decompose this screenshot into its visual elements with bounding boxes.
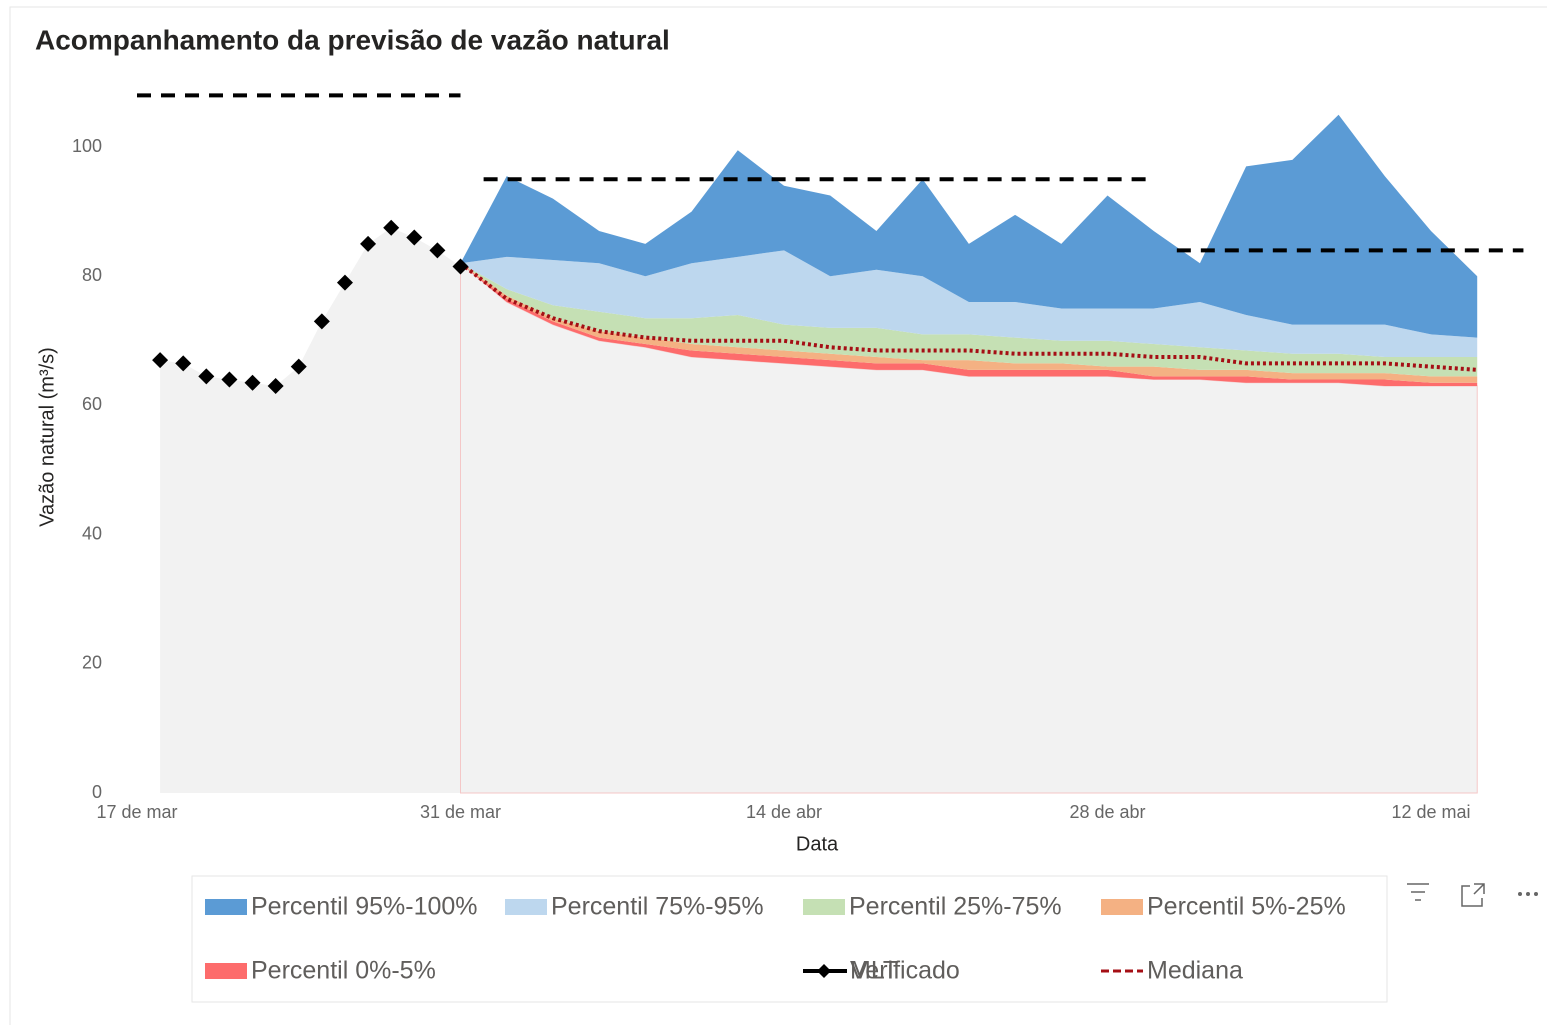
verificado-point	[244, 374, 261, 391]
legend-label: Percentil 0%-5%	[251, 957, 436, 985]
verificado-point	[175, 355, 192, 372]
legend-label: Percentil 5%-25%	[1147, 893, 1346, 921]
legend-item: Percentil 5%-25%	[1101, 893, 1346, 921]
card-border	[9, 6, 1547, 1025]
legend-item: Percentil 25%-75%	[803, 893, 1062, 921]
y-tick-label: 80	[82, 265, 102, 285]
legend-swatch	[817, 964, 831, 978]
legend-item: Percentil 95%-100%	[205, 893, 478, 921]
verificado-point	[336, 274, 353, 291]
filter-icon[interactable]	[1407, 883, 1429, 901]
verificado-point	[360, 235, 377, 252]
legend-swatch	[205, 963, 247, 979]
x-tick-label: 14 de abr	[746, 802, 822, 822]
y-tick-label: 100	[72, 136, 102, 156]
legend-swatch	[1101, 899, 1143, 915]
y-tick-label: 40	[82, 523, 102, 543]
stacked-area	[460, 263, 1478, 387]
verificado-point	[221, 371, 238, 388]
y-tick-label: 60	[82, 394, 102, 414]
legend-item: Percentil 75%-95%	[505, 893, 764, 921]
verificado-point	[452, 258, 469, 275]
verificado-point	[429, 242, 446, 259]
verificado-point	[406, 229, 423, 246]
plot-area	[137, 93, 1524, 794]
legend-label: Percentil 75%-95%	[551, 893, 764, 921]
chart-title: Acompanhamento da previsão de vazão natu…	[35, 24, 670, 55]
verificado-point	[290, 358, 307, 375]
stacked-area	[460, 250, 1478, 357]
legend-swatch	[505, 899, 547, 915]
x-tick-label: 12 de mai	[1391, 802, 1470, 822]
legend-swatch	[205, 899, 247, 915]
verificado-point	[313, 313, 330, 330]
x-tick-label: 31 de mar	[420, 802, 501, 822]
mlt-line	[137, 93, 1524, 253]
verificado-point	[383, 219, 400, 236]
legend-box	[191, 875, 1388, 1003]
verificado-area	[160, 227, 461, 793]
verificado-point	[267, 378, 284, 395]
legend: Percentil 95%-100% Percentil 75%-95% Perce…	[205, 893, 1346, 985]
legend-swatch	[803, 899, 845, 915]
legend-item: MLT	[803, 957, 898, 985]
mediana-line	[459, 261, 1478, 372]
focus-icon[interactable]	[1461, 883, 1485, 907]
legend-item: Verificado	[803, 957, 960, 985]
more-icon[interactable]	[1518, 892, 1538, 896]
verificado-point	[198, 368, 215, 385]
x-tick-label: 28 de abr	[1069, 802, 1145, 822]
x-tick-label: 17 de mar	[96, 802, 177, 822]
legend-item: Percentil 0%-5%	[205, 957, 436, 985]
verificado-point	[152, 352, 169, 369]
legend-label: MLT	[850, 957, 898, 985]
legend-label: Percentil 25%-75%	[849, 893, 1062, 921]
legend-label: Verificado	[850, 957, 960, 985]
legend-label: Mediana	[1147, 957, 1243, 985]
stacked-area	[460, 263, 1478, 377]
x-axis-title: Data	[796, 833, 839, 855]
legend-label: Percentil 95%-100%	[251, 893, 478, 921]
y-axis-title: Vazão natural (m³/s)	[36, 347, 58, 527]
legend-item: Mediana	[1101, 957, 1243, 985]
y-tick-label: 20	[82, 653, 102, 673]
y-tick-label: 0	[92, 782, 102, 802]
stacked-area	[460, 114, 1478, 338]
